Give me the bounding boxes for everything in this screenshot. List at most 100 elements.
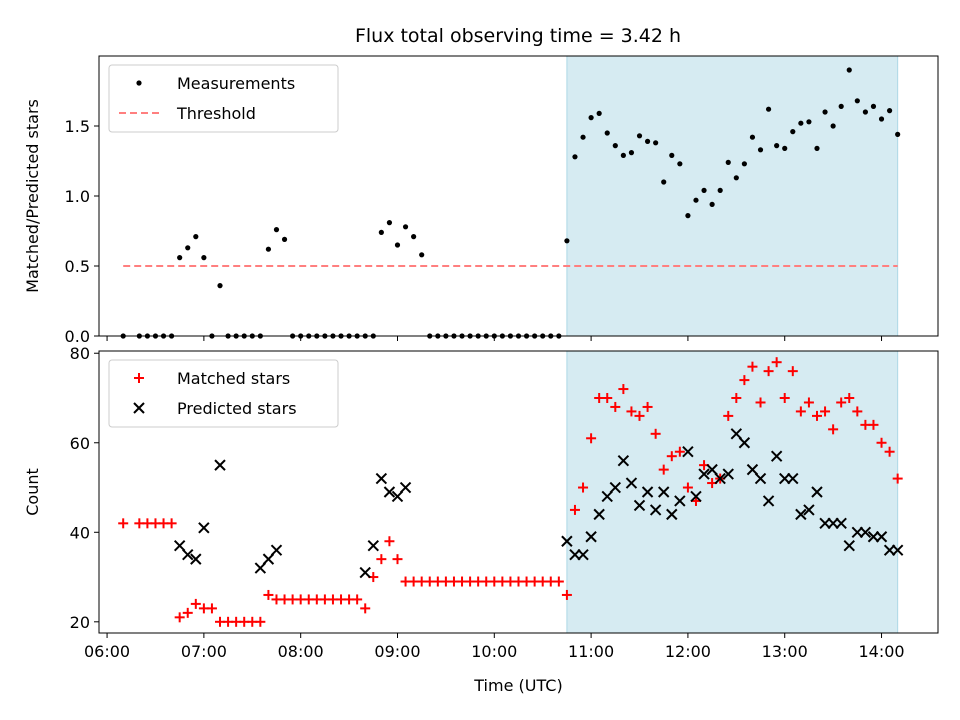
data-point: [617, 454, 630, 467]
data-point: [884, 446, 895, 457]
data-point: [255, 616, 266, 627]
data-point: [859, 526, 872, 538]
data-point: [561, 589, 572, 600]
data-point: [564, 238, 570, 244]
data-point: [391, 490, 404, 503]
x-b: [682, 446, 694, 458]
data-point: [690, 490, 702, 503]
data-point: [868, 419, 879, 430]
x-b: [730, 428, 743, 440]
data-point: [731, 393, 742, 403]
x-b: [585, 531, 597, 543]
data-point: [852, 406, 863, 417]
data-point: [875, 531, 888, 543]
x-b: [182, 548, 194, 561]
data-point: [177, 255, 183, 261]
data-point: [411, 234, 417, 240]
data-point: [586, 433, 597, 444]
data-point: [206, 603, 217, 614]
data-point: [835, 517, 847, 530]
x-b: [690, 490, 702, 503]
x-b: [698, 468, 710, 480]
data-point: [682, 446, 694, 458]
y-axis-title: Matched/Predicted stars: [23, 99, 42, 293]
data-point: [596, 110, 602, 116]
data-point: [378, 229, 384, 235]
x-b: [383, 486, 396, 498]
data-point: [666, 451, 677, 462]
data-point: [836, 397, 847, 408]
data-point: [770, 450, 783, 462]
data-point: [685, 213, 691, 219]
y-axis-title: Count: [23, 468, 42, 516]
series-measurements: [120, 67, 901, 339]
data-point: [254, 562, 267, 574]
x-tick-label: 12:00: [665, 642, 711, 661]
data-point: [738, 437, 751, 449]
x-b: [601, 490, 613, 503]
data-point: [375, 472, 388, 485]
data-point: [386, 220, 393, 226]
data-point: [190, 553, 202, 565]
data-point: [693, 197, 699, 203]
x-b: [190, 553, 202, 565]
data-point: [714, 472, 726, 485]
data-point: [642, 401, 653, 412]
data-point: [677, 161, 683, 167]
data-point: [367, 540, 379, 552]
data-point: [787, 366, 798, 377]
y-tick-label: 20: [70, 613, 90, 632]
data-point: [569, 504, 580, 515]
x-tick-label: 07:00: [181, 642, 227, 661]
data-point: [779, 393, 790, 403]
data-point: [625, 477, 638, 489]
data-point: [754, 472, 767, 485]
data-point: [723, 410, 734, 421]
data-point: [747, 361, 758, 372]
x-axis-title: Time (UTC): [473, 676, 562, 695]
data-point: [399, 481, 412, 494]
y-tick-label: 0.5: [65, 257, 90, 276]
data-point: [601, 490, 613, 503]
x-b: [674, 495, 686, 507]
data-point: [262, 553, 275, 565]
x-b: [843, 540, 855, 552]
data-point: [578, 482, 589, 493]
data-point: [384, 536, 395, 547]
count-panel: 20 40 60 80 06:00 07:00 08:00 09:00 10:00 11:00 12…: [23, 344, 939, 695]
series-predicted-stars: [173, 428, 904, 579]
data-point: [811, 486, 823, 498]
data-point: [359, 566, 371, 579]
data-point: [798, 120, 804, 126]
data-point: [602, 393, 613, 403]
data-point: [795, 406, 806, 417]
data-point: [854, 98, 860, 104]
data-point: [771, 357, 782, 368]
data-point: [620, 152, 626, 158]
data-point: [634, 410, 645, 421]
data-point: [265, 246, 272, 252]
data-point: [281, 236, 288, 242]
data-point: [666, 508, 678, 521]
data-point: [822, 109, 828, 115]
data-point: [709, 201, 715, 207]
data-point: [886, 108, 893, 114]
data-point: [198, 522, 210, 534]
x-b: [859, 526, 872, 538]
legend-marker: [133, 402, 145, 414]
data-point: [658, 464, 669, 475]
data-point: [193, 234, 199, 240]
data-point: [661, 179, 667, 185]
x-b: [835, 517, 847, 530]
x-b: [891, 544, 904, 556]
x-b: [254, 562, 267, 574]
highlight-span: [566, 55, 899, 337]
data-point: [588, 115, 594, 121]
data-point: [811, 410, 822, 421]
data-point: [641, 486, 654, 498]
data-point: [870, 103, 877, 109]
x-b: [399, 481, 412, 494]
x-b: [367, 540, 379, 552]
legend-label: Measurements: [177, 74, 295, 93]
